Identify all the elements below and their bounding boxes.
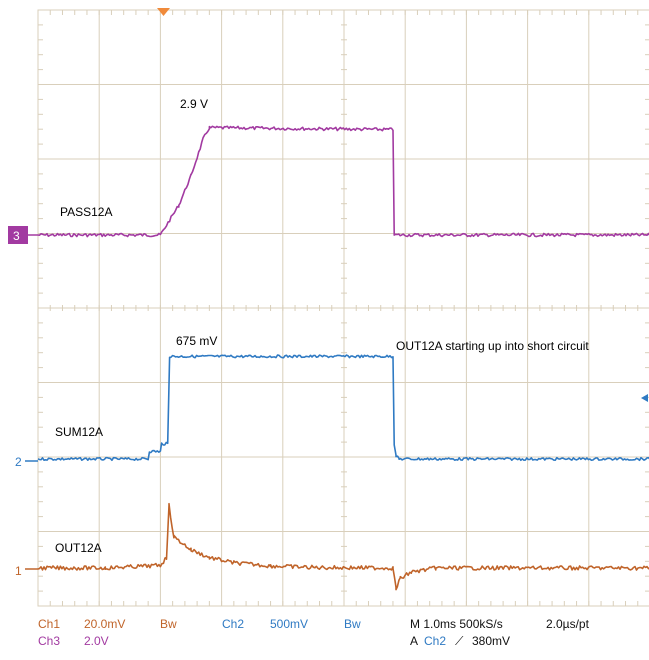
ch3-label: Ch3 [38,634,60,648]
trace-layer [37,125,649,591]
ch1-bandwidth-limit: Bw [160,617,177,631]
pass12a-trace [37,125,649,238]
ch1-ground-marker: 1 [15,564,38,578]
ch3-marker-label: 3 [13,229,20,243]
sum12a-peak-label: 675 mV [176,334,217,348]
pass12a-peak-label: 2.9 V [180,97,208,111]
trigger-position-marker [157,8,170,16]
trigger-level-marker [641,394,648,402]
ch1-marker-label: 1 [15,564,22,578]
ch1-label: Ch1 [38,617,60,631]
graticule [37,9,649,607]
ch2-label: Ch2 [222,617,244,631]
series-label-sum12a: SUM12A [55,425,103,439]
series-label-pass12a: PASS12A [60,205,112,219]
record-resolution: 2.0µs/pt [546,617,590,631]
ch2-ground-marker: 2 [15,455,38,469]
ch2-scale: 500mV [270,617,308,631]
sum12a-trace [37,354,649,462]
trigger-channel: Ch2 [424,634,446,648]
timebase: M 1.0ms 500kS/s [410,617,503,631]
ch3-scale: 2.0V [84,634,109,648]
series-label-out12a: OUT12A [55,541,102,555]
ch2-bandwidth-limit: Bw [344,617,361,631]
ch3-ground-marker: 3 [8,226,38,244]
trigger-prefix: A [410,634,418,648]
out12a-trace [37,502,649,591]
ch2-marker-label: 2 [15,455,22,469]
ch1-scale: 20.0mV [84,617,125,631]
trigger-level: 380mV [472,634,510,648]
chart-annotation: OUT12A starting up into short circuit [396,339,589,353]
trigger-slope-icon: ⟋ [455,634,464,648]
